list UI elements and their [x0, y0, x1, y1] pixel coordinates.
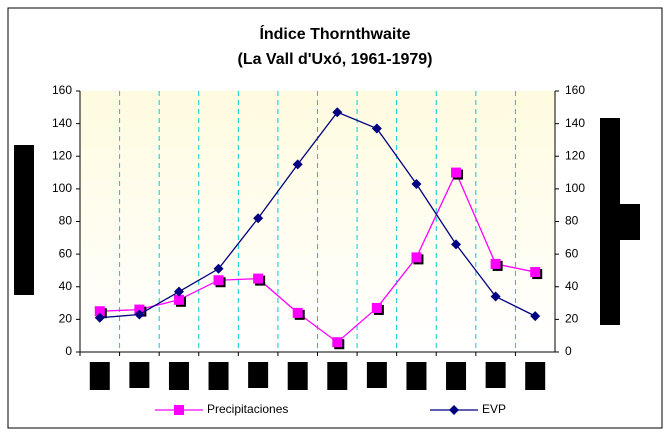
- marker: [253, 213, 264, 224]
- marker: [411, 252, 422, 263]
- marker: [530, 267, 541, 278]
- series-line: [99, 170, 536, 344]
- marker: [94, 306, 105, 317]
- y2-tick-label: 100: [565, 181, 585, 195]
- y-tick-label: 0: [65, 344, 72, 358]
- y2-tick-label: 20: [565, 312, 579, 326]
- marker: [173, 294, 184, 305]
- legend-label: EVP: [482, 402, 506, 416]
- redaction: [485, 362, 506, 388]
- legend-label: Precipitaciones: [207, 402, 288, 416]
- marker: [490, 258, 501, 269]
- y2-tick-label: 140: [565, 116, 585, 130]
- redaction: [366, 362, 387, 388]
- y2-tick-label: 40: [565, 279, 579, 293]
- redaction: [620, 204, 640, 240]
- marker: [490, 291, 501, 302]
- y-tick-label: 40: [59, 279, 73, 293]
- marker: [332, 107, 343, 118]
- redaction: [287, 362, 308, 390]
- y-tick-label: 20: [59, 312, 73, 326]
- legend-marker: [449, 405, 459, 415]
- marker: [292, 307, 303, 318]
- redaction: [406, 362, 427, 390]
- redaction: [14, 145, 34, 295]
- y2-tick-label: 120: [565, 148, 585, 162]
- marker: [530, 311, 541, 322]
- series-line: [99, 111, 536, 319]
- chart-subtitle: (La Vall d'Uxó, 1961-1979): [237, 51, 432, 68]
- y-tick-label: 80: [59, 214, 73, 228]
- marker: [134, 309, 145, 320]
- y2-tick-label: 0: [565, 344, 572, 358]
- redaction: [525, 362, 546, 390]
- y-tick-label: 140: [52, 116, 72, 130]
- redaction: [208, 362, 229, 390]
- marker: [213, 275, 224, 286]
- marker: [451, 239, 462, 250]
- redaction: [168, 362, 189, 390]
- y2-tick-label: 80: [565, 214, 579, 228]
- redaction: [327, 362, 348, 390]
- y-tick-label: 100: [52, 181, 72, 195]
- y-tick-label: 60: [59, 246, 73, 260]
- marker: [411, 178, 422, 189]
- redaction: [129, 362, 150, 388]
- redaction: [89, 362, 110, 390]
- redaction: [248, 362, 269, 388]
- y2-tick-label: 160: [565, 83, 585, 97]
- legend-marker: [174, 405, 184, 415]
- marker: [173, 286, 184, 297]
- y-tick-label: 120: [52, 148, 72, 162]
- marker: [332, 337, 343, 348]
- y-tick-label: 160: [52, 83, 72, 97]
- marker: [213, 263, 224, 274]
- marker: [451, 167, 462, 178]
- chart-title: Índice Thornthwaite: [259, 24, 410, 43]
- marker: [371, 302, 382, 313]
- marker: [292, 159, 303, 170]
- marker: [371, 123, 382, 134]
- redaction: [446, 362, 467, 390]
- marker: [253, 273, 264, 284]
- redaction: [600, 118, 620, 325]
- y2-tick-label: 60: [565, 246, 579, 260]
- marker: [94, 312, 105, 323]
